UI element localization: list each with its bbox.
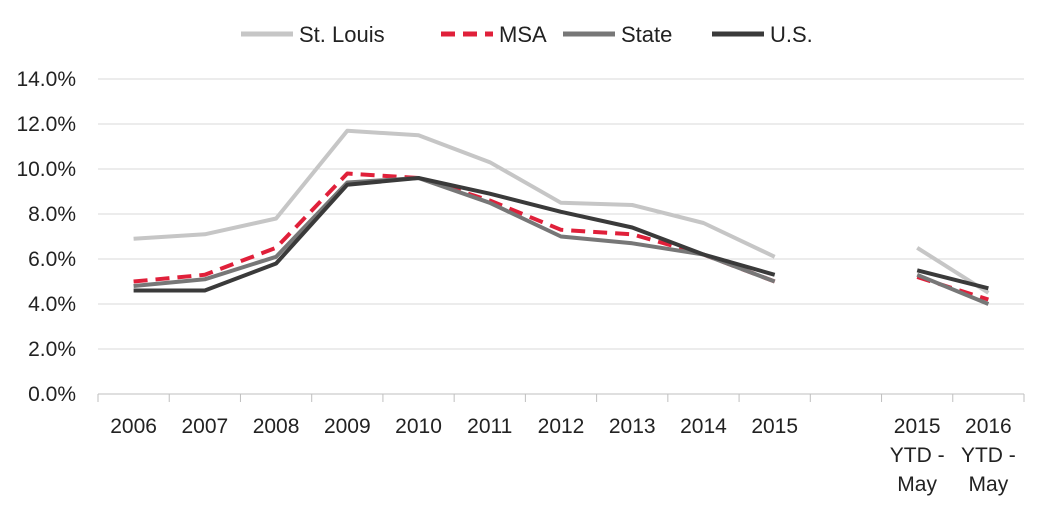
x-axis: 2006 2007 2008 2009 2010 2011 2012 2013 2014 2015… [97,394,1025,496]
series-line-state [916,272,990,306]
series-line-u-s [916,268,989,291]
legend-label: MSA [499,22,547,47]
legend-label: U.S. [770,22,813,47]
x-tick-label: 2015 [751,415,798,438]
y-tick-label: 0.0% [28,383,76,406]
y-tick-label: 6.0% [28,248,76,271]
gridlines [98,78,1024,395]
x-tick-label: 2014 [680,415,727,438]
x-tick-label: 2016 YTD -May [961,415,1016,496]
x-tick-label: 2012 [538,415,585,438]
legend-label: St. Louis [299,22,385,47]
series-line-state [133,176,776,288]
x-tick-label: 2007 [181,415,228,438]
series-line-u-s [133,176,776,293]
legend: St. Louis MSA State U.S. [241,22,813,47]
y-tick-label: 14.0% [16,68,76,91]
y-tick-label: 8.0% [28,203,76,226]
y-tick-label: 4.0% [28,293,76,316]
x-tick-label: 2008 [253,415,300,438]
series-line-st-louis [133,128,776,259]
y-axis: 0.0% 2.0% 4.0% 6.0% 8.0% 10.0% 12.0% 14.0% [16,68,76,406]
x-tick-label: 2015 YTD -May [890,415,945,496]
x-tick-label: 2010 [395,415,442,438]
y-tick-label: 12.0% [16,113,76,136]
x-tick-label: 2009 [324,415,371,438]
x-tick-label: 2013 [609,415,656,438]
x-tick-label: 2011 [467,415,512,438]
legend-label: State [621,22,672,47]
x-tick-label: 2006 [110,415,157,438]
series-lines [133,128,990,306]
y-tick-label: 2.0% [28,338,76,361]
y-tick-label: 10.0% [16,158,76,181]
